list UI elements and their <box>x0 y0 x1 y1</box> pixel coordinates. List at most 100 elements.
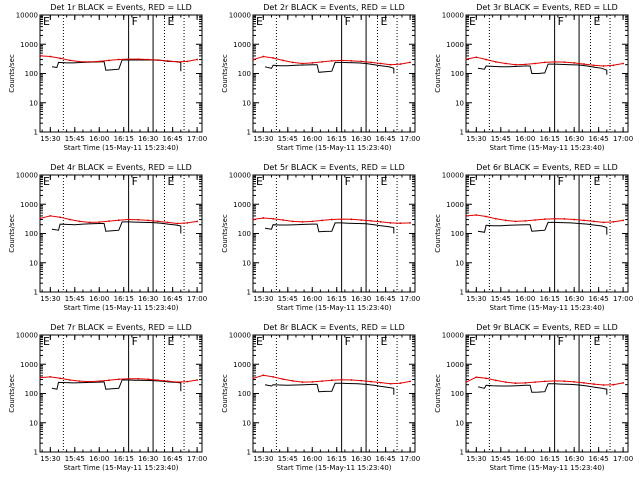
lld-point <box>592 64 595 67</box>
lld-point <box>340 378 343 381</box>
y-tick-label: 1 <box>247 449 251 457</box>
lld-point <box>350 59 353 62</box>
lld-point <box>485 377 488 380</box>
lld-point <box>409 380 412 383</box>
lld-point <box>49 55 52 58</box>
lld-point <box>330 379 333 382</box>
lld-point <box>196 220 199 223</box>
flag-label: F <box>558 15 564 28</box>
lld-point <box>583 219 585 222</box>
lld-point <box>360 379 363 382</box>
flag-label: F <box>558 335 564 348</box>
x-tick-label: 15:30 <box>253 135 273 143</box>
y-tick-label: 10000 <box>229 172 251 180</box>
lld-point <box>321 219 323 222</box>
lld-point <box>485 215 488 218</box>
flag-label: E <box>167 175 174 188</box>
lld-point <box>252 377 255 380</box>
y-axis-label: Counts/sec <box>8 54 16 93</box>
x-tick-label: 16:45 <box>163 455 183 463</box>
lld-point <box>108 59 110 62</box>
lld-point <box>272 57 275 59</box>
lld-point <box>465 214 468 217</box>
y-tick-label: 10 <box>242 419 251 427</box>
y-tick-label: 100 <box>25 70 38 78</box>
lld-point <box>117 58 120 61</box>
lld-point <box>117 219 120 222</box>
lld-point <box>563 61 566 64</box>
chart-title: Det 4r BLACK = Events, RED = LLD <box>50 163 192 172</box>
x-tick-label: 16:00 <box>515 295 535 303</box>
chart-title: Det 2r BLACK = Events, RED = LLD <box>263 3 405 12</box>
lld-point <box>301 381 304 384</box>
y-tick-label: 100 <box>238 230 251 238</box>
x-tick-label: 15:45 <box>65 135 85 143</box>
y-tick-label: 1 <box>460 289 464 297</box>
lld-point <box>196 58 199 61</box>
lld-point <box>272 217 275 220</box>
lld-point <box>166 221 169 224</box>
x-axis-label: Start Time (15-May-11 15:23:40) <box>489 304 604 312</box>
y-tick-label: 1000 <box>233 201 251 209</box>
plot-frame <box>465 174 629 293</box>
lld-point <box>252 218 255 221</box>
flag-label: E <box>256 175 263 188</box>
x-tick-label: 15:30 <box>40 455 60 463</box>
lld-point <box>157 59 159 61</box>
lld-point <box>137 58 140 61</box>
x-tick-label: 17:00 <box>400 455 420 463</box>
lld-point <box>553 60 556 63</box>
y-tick-label: 10 <box>29 99 38 107</box>
chart-title: Det 1r BLACK = Events, RED = LLD <box>50 3 192 12</box>
flag-label: E <box>469 335 476 348</box>
x-tick-label: 16:15 <box>327 135 347 143</box>
flag-label: F <box>558 175 564 188</box>
lld-point <box>147 219 150 222</box>
lld-point <box>465 58 468 61</box>
lld-point <box>68 218 71 221</box>
y-tick-label: 1 <box>247 289 251 297</box>
lld-point <box>281 59 284 62</box>
lld-point <box>475 56 478 59</box>
y-tick-label: 1 <box>34 449 38 457</box>
lld-point <box>321 60 323 63</box>
y-axis-label: Counts/sec <box>434 214 442 253</box>
lld-point <box>321 380 323 383</box>
x-tick-label: 16:00 <box>515 455 535 463</box>
y-tick-label: 10000 <box>16 332 38 340</box>
x-tick-label: 15:45 <box>491 455 511 463</box>
x-tick-label: 15:30 <box>253 295 273 303</box>
y-tick-label: 100 <box>25 390 38 398</box>
y-tick-label: 100 <box>451 70 464 78</box>
lld-point <box>602 384 605 386</box>
lld-point <box>88 380 91 383</box>
lld-point <box>291 220 294 223</box>
plot-frame <box>252 334 416 453</box>
y-axis-label: Counts/sec <box>434 374 442 413</box>
y-tick-label: 10000 <box>229 332 251 340</box>
chart-title: Det 5r BLACK = Events, RED = LLD <box>263 163 405 172</box>
x-tick-label: 15:45 <box>491 135 511 143</box>
series-line-events <box>51 221 182 234</box>
lld-point <box>592 383 595 385</box>
lld-point <box>68 59 71 62</box>
y-tick-label: 1000 <box>20 41 38 49</box>
lld-point <box>409 222 412 224</box>
lld-point <box>262 374 265 377</box>
plot-frame <box>465 14 629 133</box>
lld-point <box>475 376 478 379</box>
series-line-events <box>264 61 395 74</box>
x-axis-label: Start Time (15-May-11 15:23:40) <box>276 304 391 312</box>
lld-point <box>39 217 42 220</box>
x-tick-label: 15:30 <box>253 455 273 463</box>
lld-point <box>137 218 140 221</box>
lld-point <box>311 62 314 64</box>
x-tick-label: 16:30 <box>138 455 158 463</box>
y-tick-label: 1 <box>34 289 38 297</box>
lld-point <box>389 63 392 66</box>
lld-point <box>573 380 576 383</box>
x-tick-label: 16:45 <box>376 295 396 303</box>
lld-point <box>553 217 556 220</box>
